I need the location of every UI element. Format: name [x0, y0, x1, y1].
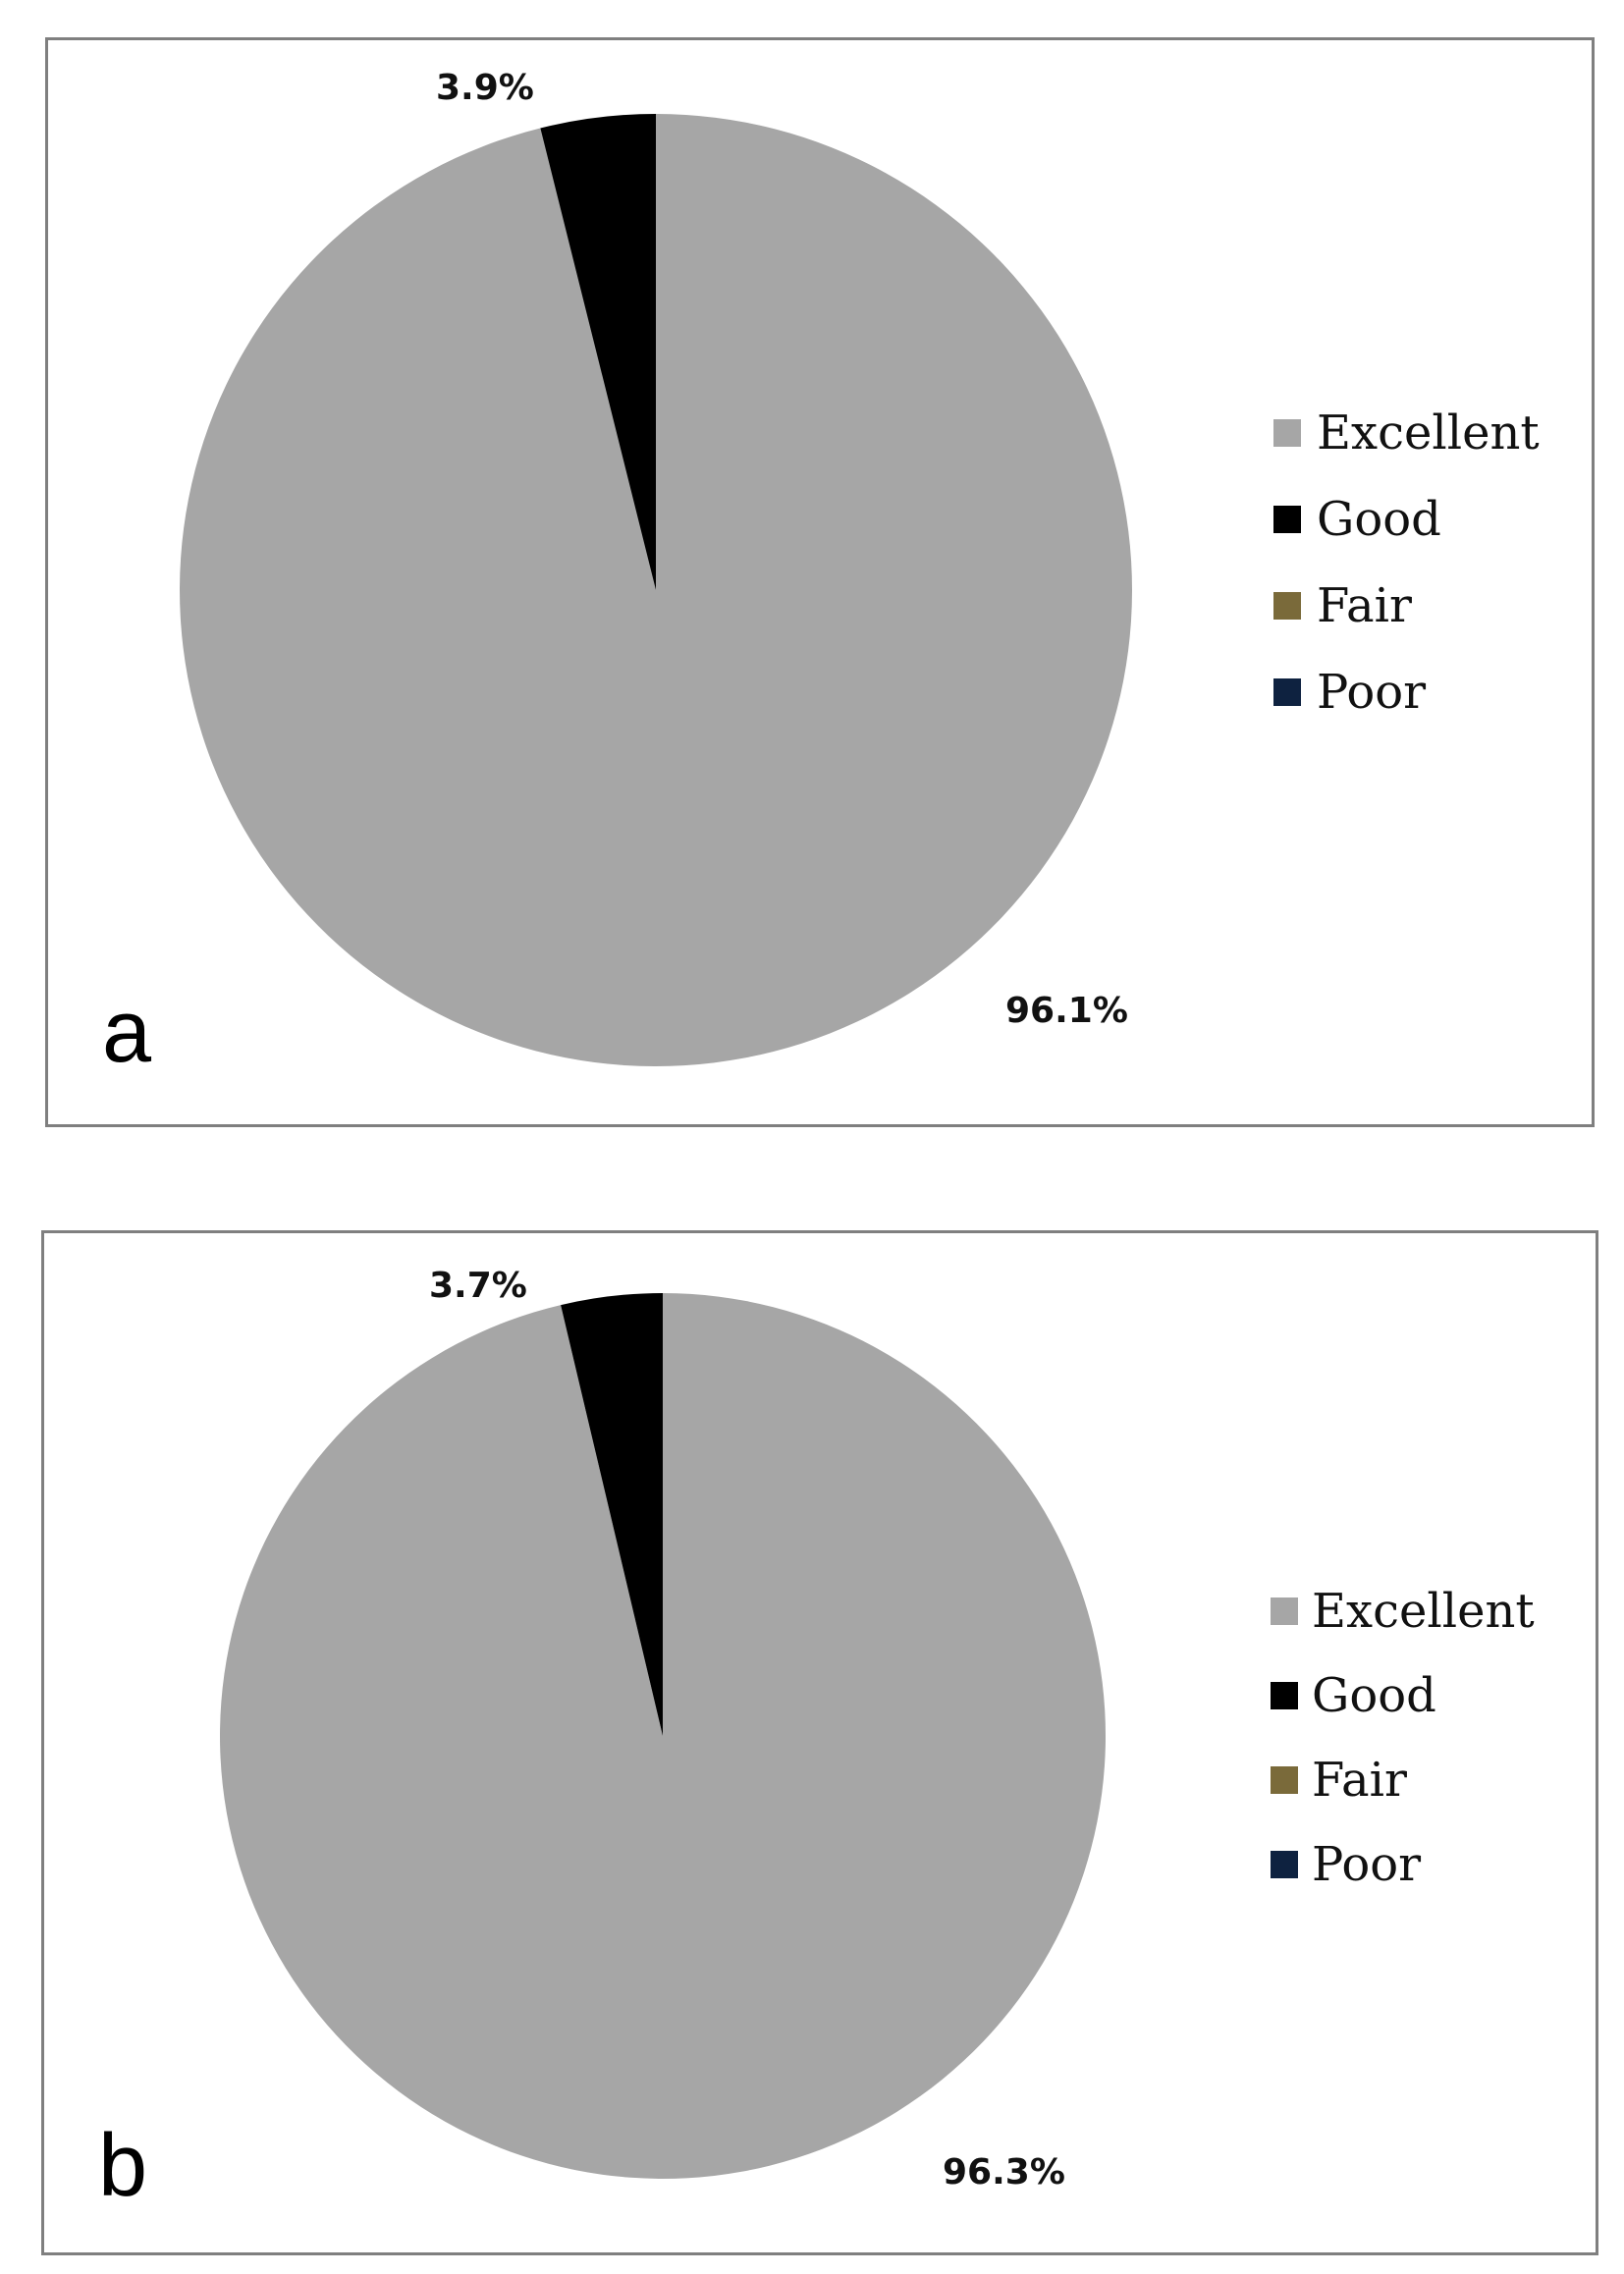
data-label-excellent: 96.3%: [943, 2152, 1065, 2193]
pie-slice-excellent: [219, 1293, 1106, 2179]
legend-swatch-excellent: [1271, 1597, 1298, 1625]
pie-slice-good: [561, 1293, 663, 1736]
legend-label-excellent: Excellent: [1317, 406, 1540, 460]
legend-label-poor: Poor: [1317, 665, 1426, 720]
data-label-good: 3.9%: [436, 68, 534, 108]
pie-slice-good: [540, 114, 656, 590]
legend-label-good: Good: [1317, 492, 1441, 547]
legend-label-good: Good: [1312, 1668, 1436, 1723]
legend-item-poor: Poor: [1271, 1837, 1421, 1892]
legend-swatch-poor: [1273, 678, 1301, 706]
legend-item-fair: Fair: [1271, 1753, 1407, 1808]
legend-swatch-good: [1273, 506, 1301, 533]
pie-chart-b: 96.3% 3.7% Excellent Good Fair Poor b: [98, 1266, 1535, 2215]
legend-swatch-fair: [1273, 592, 1301, 620]
data-label-excellent: 96.1%: [1005, 991, 1128, 1031]
legend-item-fair: Fair: [1273, 578, 1412, 633]
legend-item-good: Good: [1271, 1668, 1436, 1723]
legend-swatch-fair: [1271, 1766, 1298, 1794]
pie-chart-a: 96.1% 3.9% Excellent Good Fair Poor a: [102, 68, 1540, 1081]
legend-swatch-excellent: [1273, 419, 1301, 447]
legend-item-poor: Poor: [1273, 665, 1426, 720]
legend-label-fair: Fair: [1317, 578, 1412, 633]
panel-letter: a: [102, 983, 152, 1081]
legend-label-fair: Fair: [1312, 1753, 1407, 1808]
data-label-good: 3.7%: [429, 1266, 527, 1306]
legend-item-excellent: Excellent: [1273, 406, 1540, 460]
legend-item-excellent: Excellent: [1271, 1584, 1535, 1639]
chart-panel-a: 96.1% 3.9% Excellent Good Fair Poor a: [45, 37, 1595, 1127]
legend-item-good: Good: [1273, 492, 1441, 547]
legend-swatch-poor: [1271, 1851, 1298, 1878]
legend-label-excellent: Excellent: [1312, 1584, 1535, 1639]
panel-letter: b: [98, 2117, 147, 2215]
chart-panel-b: 96.3% 3.7% Excellent Good Fair Poor b: [41, 1230, 1598, 2255]
legend-swatch-good: [1271, 1682, 1298, 1709]
legend-label-poor: Poor: [1312, 1837, 1421, 1892]
